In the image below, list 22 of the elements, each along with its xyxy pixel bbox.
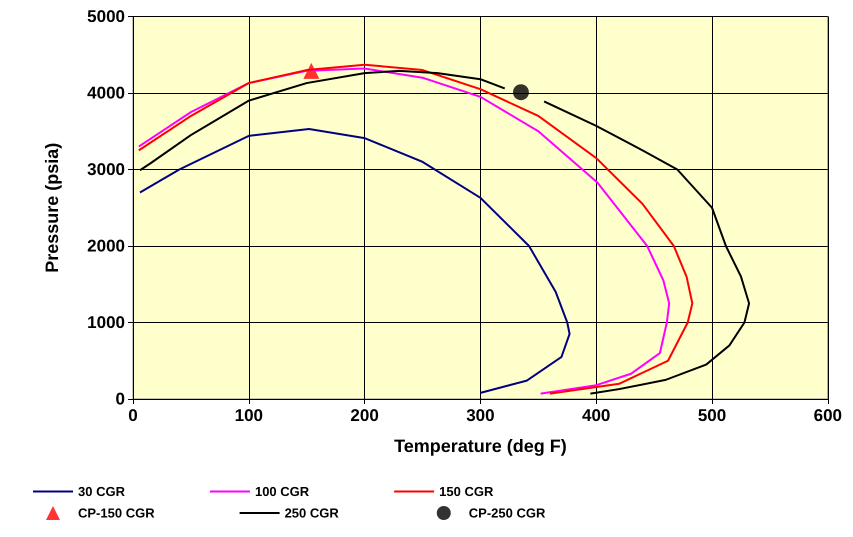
y-tick-label: 1000 [87,313,125,332]
legend-label: 30 CGR [78,484,126,499]
legend-label: CP-150 CGR [78,506,156,520]
legend-label: 250 CGR [284,506,340,520]
legend-label: CP-250 CGR [468,506,546,520]
y-tick-label: 2000 [87,236,125,256]
legend-label: 100 CGR [254,484,310,499]
x-tick-label: 0 [128,406,138,425]
x-tick-label: 100 [234,406,263,425]
x-tick-label: 300 [466,406,495,425]
x-axis-title: Temperature (deg F) [394,436,567,456]
x-tick-label: 600 [814,406,842,425]
x-tick-label: 200 [350,406,379,425]
x-tick-label: 500 [698,406,726,425]
y-tick-label: 4000 [87,84,125,102]
x-tick-label: 400 [582,406,610,425]
y-tick-label: 3000 [87,160,125,179]
line-series [138,128,571,394]
legend-label: 150 CGR [439,484,494,499]
y-tick-label: 5000 [87,7,125,26]
y-axis-title: Pressure (psia) [42,142,62,273]
y-tick-label: 0 [116,390,125,408]
